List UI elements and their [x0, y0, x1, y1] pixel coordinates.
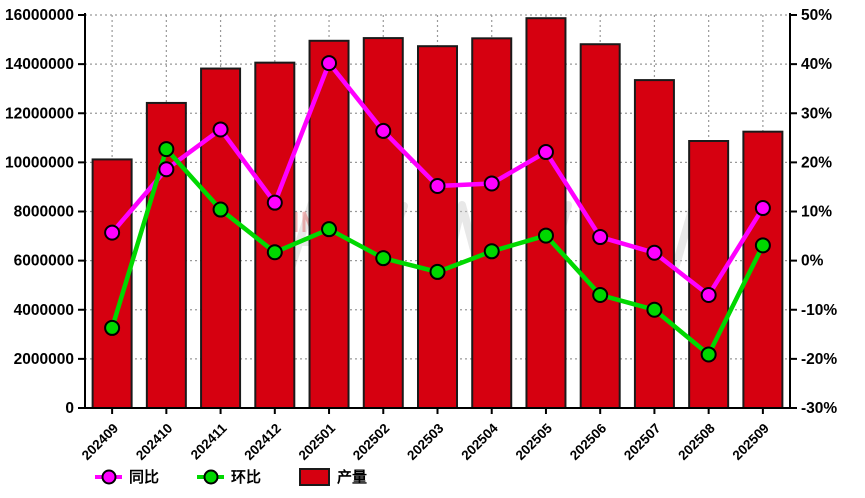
mom-point-202507 — [646, 301, 663, 318]
x-axis-label: 202509 — [730, 421, 772, 463]
mom-point-202509 — [754, 237, 771, 254]
mom-point-202503 — [429, 263, 446, 280]
mom-point-202505 — [537, 227, 554, 244]
mom-point-202501 — [321, 221, 338, 238]
mom-point-202410 — [158, 141, 175, 158]
left-axis-tick-label: 8000000 — [14, 204, 74, 221]
bar-202507 — [633, 79, 675, 409]
yoy-point-202501 — [321, 55, 338, 72]
bar-202411 — [200, 67, 242, 409]
left-axis-tick-label: 4000000 — [14, 302, 74, 319]
x-axis-label: 202410 — [133, 421, 175, 463]
yoy-point-202507 — [646, 244, 663, 261]
left-axis-tick-label: 6000000 — [14, 253, 74, 270]
right-axis-tick-label: 50% — [801, 7, 832, 24]
mom-point-202411 — [212, 201, 229, 218]
right-axis-tick-label: -20% — [801, 351, 837, 368]
yoy-point-202503 — [429, 177, 446, 194]
mom-point-202506 — [592, 287, 609, 304]
legend: 同比 环比 产量 — [95, 468, 367, 486]
x-axis-label: 202507 — [621, 421, 663, 463]
yoy-point-202509 — [754, 200, 771, 217]
bar-202505 — [525, 17, 567, 410]
right-axis-tick-label: 40% — [801, 56, 832, 73]
x-axis-label: 202503 — [404, 420, 447, 463]
mom-point-202409 — [104, 319, 121, 336]
bar-202409 — [91, 158, 133, 409]
x-axis-label: 202409 — [79, 421, 121, 463]
legend-item-yoy: 同比 — [95, 468, 160, 486]
yoy-point-202504 — [483, 175, 500, 192]
right-axis-tick-label: 30% — [801, 105, 832, 122]
bar-202503 — [417, 45, 458, 410]
x-axis-label: 202502 — [350, 421, 392, 463]
legend-item-mom: 环比 — [197, 468, 262, 486]
mom-point-202504 — [483, 243, 500, 260]
yoy-point-202506 — [592, 229, 609, 246]
left-axis-tick-label: 16000000 — [5, 7, 74, 24]
legend-item-production: 产量 — [299, 468, 367, 486]
bar-202412 — [254, 61, 296, 410]
yoy-legend-label: 同比 — [129, 468, 160, 486]
production-legend-label: 产量 — [337, 468, 368, 486]
mom-point-202508 — [700, 346, 717, 363]
left-axis-tick-label: 2000000 — [14, 351, 74, 368]
yoy-point-202412 — [266, 194, 283, 211]
right-axis-tick-label: 0% — [801, 253, 824, 270]
left-axis-tick-label: 0 — [65, 400, 74, 417]
mom-legend-label: 环比 — [231, 468, 262, 486]
yoy-point-202502 — [375, 122, 392, 139]
bar-202502 — [362, 37, 404, 410]
left-axis-tick-label: 14000000 — [5, 56, 74, 73]
x-axis-label: 202411 — [188, 420, 230, 462]
mom-point-202412 — [266, 244, 283, 261]
x-axis-label: 202504 — [458, 420, 501, 463]
x-axis-label: 202412 — [241, 421, 283, 463]
mom-line-marker-icon — [197, 469, 225, 485]
yoy-point-202411 — [212, 121, 229, 138]
right-axis-tick-label: -10% — [801, 302, 837, 319]
right-axis-tick-label: 10% — [801, 204, 832, 221]
right-axis-tick-label: -30% — [801, 400, 837, 417]
yoy-point-202508 — [700, 287, 717, 304]
x-axis-label: 202505 — [513, 420, 556, 463]
yoy-line-marker-icon — [95, 469, 122, 485]
yoy-point-202409 — [104, 224, 121, 241]
left-axis-tick-label: 12000000 — [5, 105, 74, 122]
mom-point-202502 — [375, 250, 392, 267]
right-axis-tick-label: 20% — [801, 154, 832, 171]
x-axis-label: 202506 — [567, 420, 610, 463]
x-axis-label: 202508 — [675, 420, 718, 463]
left-axis-tick-label: 10000000 — [5, 154, 74, 171]
bar-202506 — [579, 43, 621, 410]
yoy-point-202505 — [537, 144, 554, 161]
x-axis-label: 202501 — [296, 420, 339, 463]
production-bar-marker-icon — [299, 468, 331, 486]
yoy-point-202410 — [158, 161, 175, 178]
bar-202504 — [471, 37, 513, 409]
